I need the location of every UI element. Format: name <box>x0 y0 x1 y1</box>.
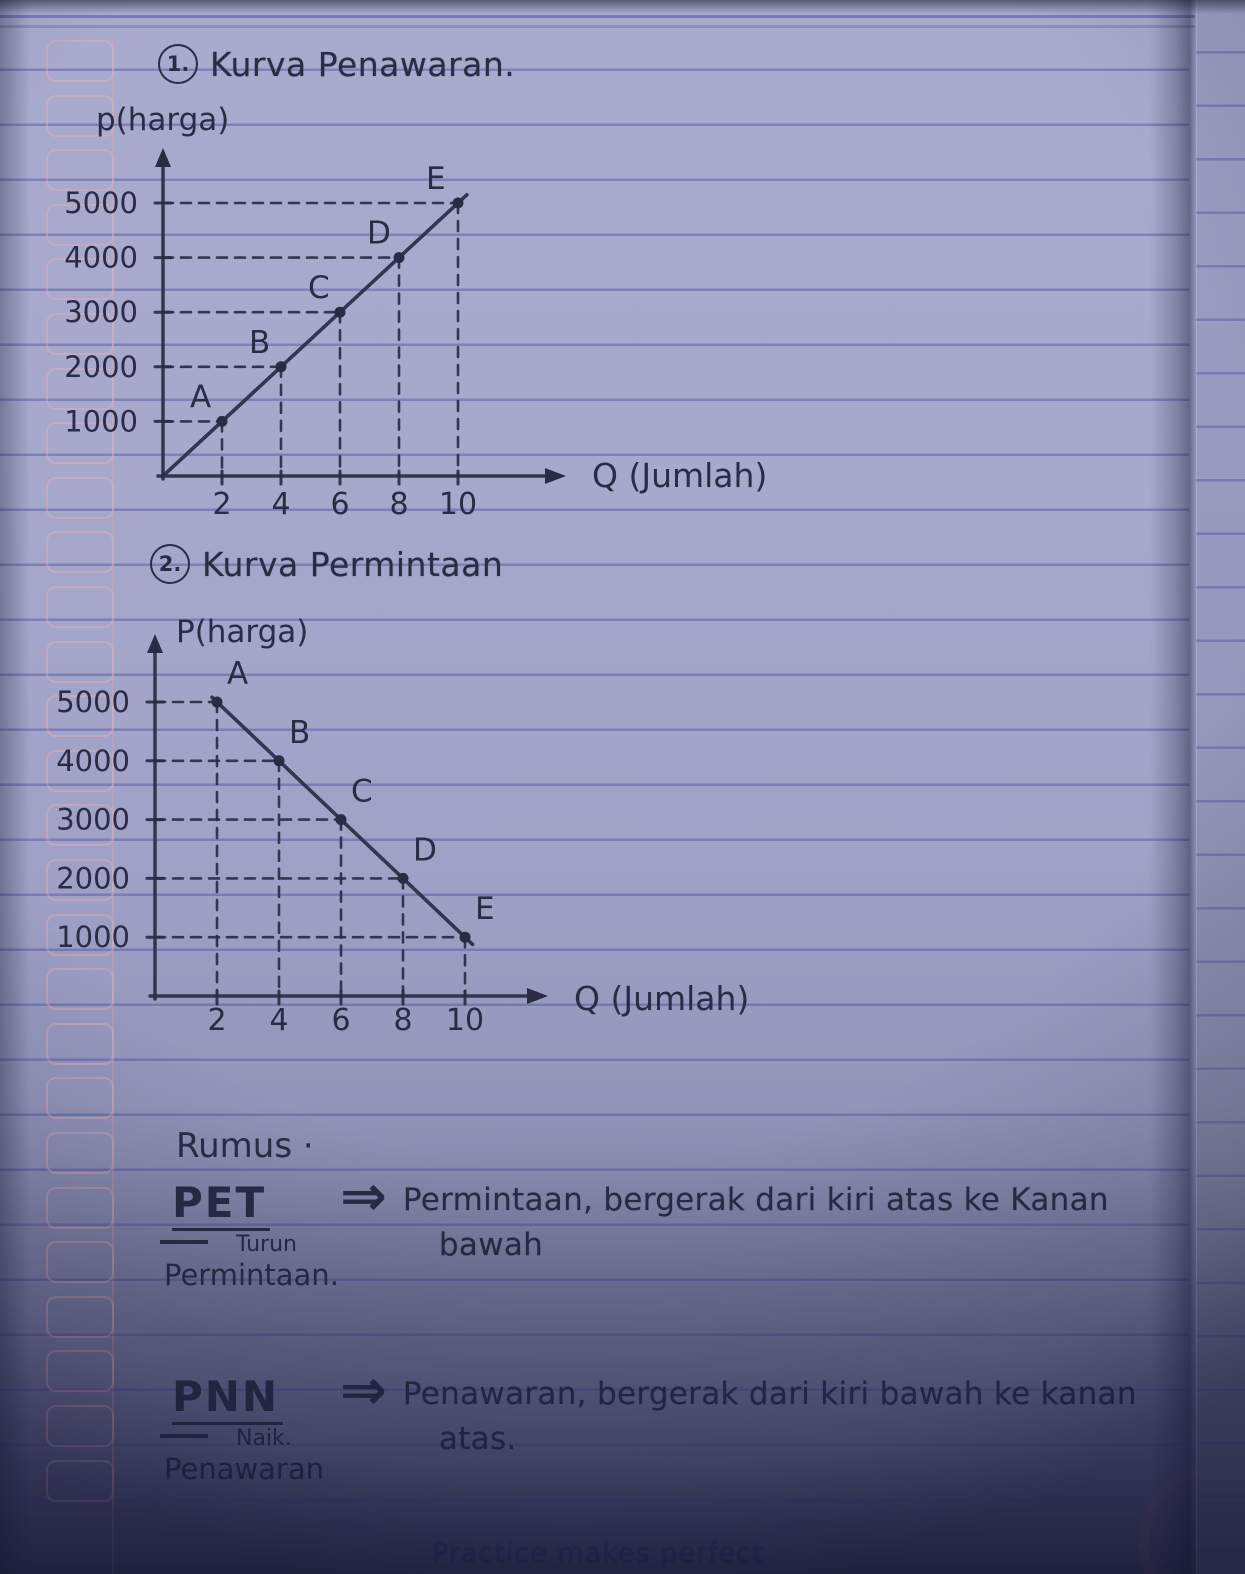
point-label: C <box>351 774 373 810</box>
abbr-pet: PET <box>172 1178 271 1231</box>
x-tick-label: 4 <box>269 1003 288 1038</box>
abbr-block-pet: PET Turun Permintaan. <box>160 1178 339 1292</box>
y-tick-label: 5000 <box>56 685 130 719</box>
page-fold-shadow <box>1150 0 1196 1574</box>
rumus-description-line2: atas. <box>438 1420 517 1457</box>
y-tick-label: 4000 <box>56 744 130 778</box>
abbr-below-word: Penawaran <box>164 1452 325 1486</box>
point-label: B <box>289 715 310 751</box>
x-axis-arrowhead <box>527 988 548 1004</box>
data-point <box>335 814 347 826</box>
data-point <box>211 696 223 708</box>
data-point <box>459 931 471 943</box>
abbr-block-pnn: PNN Naik. Penawaran <box>160 1372 324 1486</box>
implies-arrow-icon: ⇒ <box>340 1164 387 1229</box>
underline-dash <box>160 1434 208 1438</box>
rumus-description-line2: bawah <box>438 1226 544 1263</box>
y-tick-label: 1000 <box>56 920 130 954</box>
abbr-small-word: Turun <box>236 1232 297 1257</box>
y-tick-label: 3000 <box>56 803 130 837</box>
rumus-description: Permintaan, bergerak dari kiri atas ke K… <box>403 1178 1109 1268</box>
x-tick-label: 2 <box>207 1003 226 1038</box>
data-point <box>397 872 409 884</box>
x-tick-label: 10 <box>446 1003 484 1038</box>
point-label: E <box>475 891 495 927</box>
x-axis-title: Q (Jumlah) <box>574 979 749 1018</box>
abbr-small-word: Naik. <box>236 1426 292 1451</box>
y-axis-arrowhead <box>147 634 163 653</box>
x-tick-label: 6 <box>331 1003 350 1038</box>
watermark-text: Practice makes perfect <box>432 1538 764 1569</box>
point-label: D <box>413 832 437 868</box>
abbr-below-word: Permintaan. <box>164 1258 339 1292</box>
rumus-heading: Rumus · <box>176 1126 314 1166</box>
abbr-pnn: PNN <box>172 1372 284 1425</box>
x-tick-label: 8 <box>393 1003 412 1038</box>
rumus-item-pet: PET Turun Permintaan. ⇒ Permintaan, berg… <box>160 1168 1209 1330</box>
next-page-edge <box>1196 0 1245 1574</box>
point-label: A <box>227 656 248 692</box>
rumus-description-line1: Permintaan, bergerak dari kiri atas ke K… <box>402 1182 1109 1218</box>
rumus-section: Rumus · PET Turun Permintaan. ⇒ Perminta… <box>160 1126 1209 1486</box>
rumus-item-pnn: PNN Naik. Penawaran ⇒ Penawaran, bergera… <box>160 1362 1209 1486</box>
rumus-description: Penawaran, bergerak dari kiri bawah ke k… <box>403 1372 1137 1462</box>
data-point <box>273 755 285 767</box>
implies-arrow-icon: ⇒ <box>340 1358 387 1423</box>
rumus-description-line1: Penawaran, bergerak dari kiri bawah ke k… <box>402 1376 1137 1412</box>
y-axis-title: P(harga) <box>176 614 308 650</box>
underline-dash <box>160 1240 208 1244</box>
y-tick-label: 2000 <box>56 861 130 895</box>
